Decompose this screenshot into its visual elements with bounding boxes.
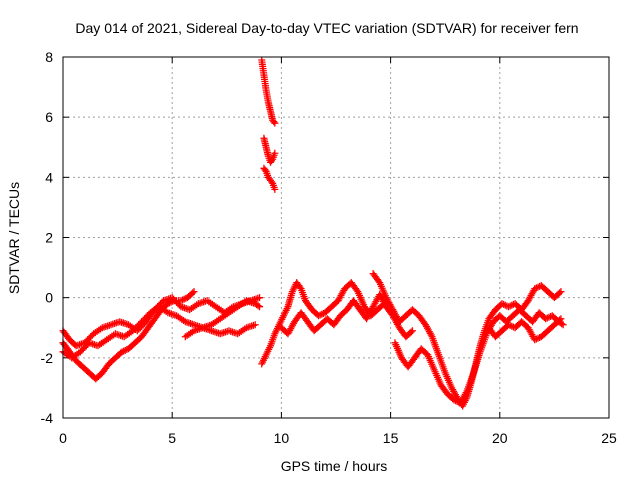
y-tick-label: 6 bbox=[45, 109, 53, 125]
data-point bbox=[452, 397, 460, 405]
x-axis-label: GPS time / hours bbox=[281, 458, 388, 474]
series-track-l bbox=[485, 315, 565, 344]
x-tick-label: 0 bbox=[59, 430, 67, 446]
x-tick-label: 5 bbox=[168, 430, 176, 446]
data-point bbox=[271, 185, 279, 193]
data-point bbox=[177, 297, 185, 305]
data-point bbox=[505, 321, 513, 329]
data-point bbox=[254, 302, 262, 310]
data-point bbox=[316, 311, 324, 319]
data-point bbox=[531, 285, 539, 293]
series-track-f bbox=[260, 134, 279, 166]
x-tick-label: 20 bbox=[492, 430, 508, 446]
data-point bbox=[500, 300, 508, 308]
data-point bbox=[559, 321, 567, 329]
data-point bbox=[556, 289, 564, 297]
data-point bbox=[165, 299, 173, 307]
data-point bbox=[498, 300, 506, 308]
series-track-i bbox=[277, 291, 416, 341]
data-point bbox=[169, 297, 177, 305]
series-track-d bbox=[181, 297, 264, 341]
y-tick-label: 8 bbox=[45, 49, 53, 65]
data-point bbox=[271, 119, 279, 127]
data-point bbox=[251, 321, 259, 329]
data-point bbox=[261, 166, 269, 174]
data-point bbox=[256, 303, 264, 311]
data-point bbox=[271, 149, 279, 157]
x-tick-label: 25 bbox=[601, 430, 617, 446]
x-tick-label: 10 bbox=[274, 430, 290, 446]
data-point bbox=[167, 298, 175, 306]
tick-layer: 0 5 10 15 20 25 -4 -2 0 2 4 6 8 bbox=[41, 49, 617, 446]
data-point bbox=[315, 312, 323, 320]
y-tick-label: -4 bbox=[41, 410, 54, 426]
y-tick-label: 2 bbox=[45, 230, 53, 246]
data-points bbox=[59, 56, 567, 410]
data-point bbox=[318, 310, 326, 318]
data-point bbox=[118, 348, 126, 356]
data-point bbox=[268, 157, 276, 165]
data-point bbox=[179, 296, 187, 304]
data-point bbox=[506, 321, 514, 329]
data-point bbox=[450, 396, 458, 404]
data-point bbox=[532, 284, 540, 292]
y-tick-label: 0 bbox=[45, 290, 53, 306]
data-point bbox=[557, 288, 565, 296]
data-point bbox=[556, 316, 564, 324]
data-point bbox=[543, 314, 551, 322]
data-point bbox=[189, 289, 197, 297]
plot-frame bbox=[62, 56, 610, 419]
data-point bbox=[180, 295, 188, 303]
data-point bbox=[506, 302, 514, 310]
data-point bbox=[534, 334, 542, 342]
data-point bbox=[542, 315, 550, 323]
data-point bbox=[256, 294, 264, 302]
series-track-a bbox=[59, 294, 264, 350]
data-point bbox=[531, 336, 539, 344]
y-axis-label: SDTVAR / TECUs bbox=[6, 182, 22, 294]
data-point bbox=[190, 288, 198, 296]
data-point bbox=[270, 118, 278, 126]
series-track-e bbox=[258, 56, 279, 127]
data-point bbox=[408, 327, 416, 335]
series-track-g bbox=[260, 164, 279, 193]
data-point bbox=[120, 347, 128, 355]
data-point bbox=[501, 301, 509, 309]
y-tick-label: 4 bbox=[45, 169, 53, 185]
data-point bbox=[296, 283, 304, 291]
data-point bbox=[121, 346, 129, 354]
data-point bbox=[268, 178, 276, 186]
series-track-c bbox=[59, 303, 259, 362]
x-tick-label: 15 bbox=[383, 430, 399, 446]
data-point bbox=[164, 300, 172, 308]
data-point bbox=[557, 315, 565, 323]
data-point bbox=[505, 303, 513, 311]
data-point bbox=[407, 328, 415, 336]
data-point bbox=[532, 335, 540, 343]
grid-layer bbox=[63, 57, 609, 418]
chart-title: Day 014 of 2021, Sidereal Day-to-day VTE… bbox=[75, 20, 578, 36]
y-tick-label: -2 bbox=[41, 350, 54, 366]
series-track-k bbox=[391, 306, 567, 407]
series-track-h bbox=[258, 279, 388, 368]
